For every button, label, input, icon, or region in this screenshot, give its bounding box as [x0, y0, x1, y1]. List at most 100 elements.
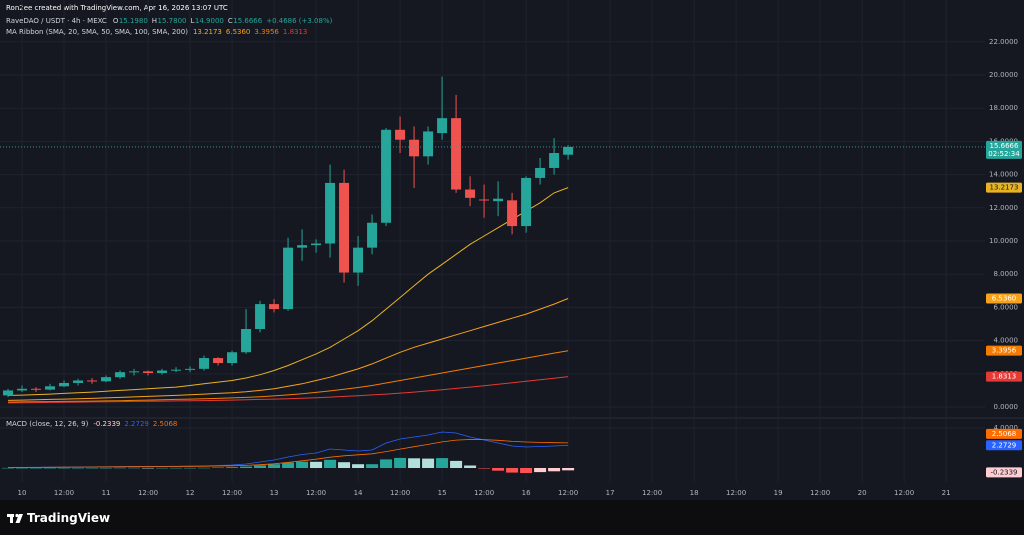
- histogram-bar: [254, 465, 267, 468]
- x-tick-label: 12:00: [54, 489, 74, 497]
- candle-body: [395, 129, 406, 140]
- histogram-bar: [240, 466, 253, 468]
- ma-line: [7, 187, 569, 396]
- histogram-bar: [72, 467, 85, 469]
- ma-title: MA Ribbon (SMA, 20, SMA, 50, SMA, 100, S…: [6, 28, 188, 36]
- candle-body: [423, 131, 434, 157]
- histogram-bar: [562, 468, 575, 471]
- macd-tag: 2.2729: [992, 441, 1017, 449]
- histogram-bar: [156, 467, 169, 469]
- candle-body: [381, 129, 392, 223]
- y-tick-label: 6.0000: [994, 303, 1019, 311]
- candle-body: [311, 243, 322, 246]
- x-tick-label: 12:00: [642, 489, 662, 497]
- ohlc-value: 15.7800: [158, 17, 187, 25]
- x-tick-label: 12:00: [726, 489, 746, 497]
- ma-price-tag: 3.3956: [992, 347, 1017, 355]
- histogram-bar: [422, 458, 435, 468]
- ohlc-label: L: [191, 17, 195, 25]
- ma-price-tag-box: [986, 293, 1022, 304]
- x-tick-label: 12:00: [558, 489, 578, 497]
- candle-body: [45, 386, 56, 390]
- candle-body: [255, 304, 266, 330]
- ohlc-value: 15.1980: [119, 17, 148, 25]
- histogram-bar: [16, 467, 29, 469]
- histogram-bar: [408, 458, 421, 468]
- x-tick-label: 10: [18, 489, 27, 497]
- candle-body: [297, 245, 308, 248]
- logo-part: [10, 514, 13, 523]
- ma-price-tag-box: [986, 182, 1022, 193]
- candle-body: [143, 371, 154, 374]
- histogram-bar: [436, 458, 449, 468]
- ohlc-value: 14.9000: [195, 17, 224, 25]
- x-tick-label: 12:00: [810, 489, 830, 497]
- ma-line: [7, 298, 569, 401]
- histogram-bar: [170, 467, 183, 469]
- candle-body: [213, 358, 224, 364]
- candle-body: [479, 199, 490, 201]
- ma-price-tag: 13.2173: [990, 184, 1019, 192]
- candle-body: [339, 182, 350, 273]
- credit: Ron2ee created with TradingView.com, Apr…: [6, 4, 228, 12]
- candle-body: [87, 380, 98, 382]
- candle-body: [437, 118, 448, 134]
- candle-body: [199, 358, 210, 369]
- histogram-bar: [310, 461, 323, 468]
- candle-body: [3, 390, 14, 396]
- x-tick-label: 15: [438, 489, 447, 497]
- ohlc-label: H: [152, 17, 157, 25]
- candle-body: [521, 177, 532, 227]
- x-tick-label: 18: [690, 489, 699, 497]
- signal-tag-box: [986, 428, 1022, 439]
- candle-body: [171, 369, 182, 371]
- ma-value: 13.2173: [193, 28, 222, 36]
- y-tick-label: 0.0000: [994, 403, 1019, 411]
- candle-body: [185, 368, 196, 370]
- candle-body: [353, 247, 364, 273]
- x-tick-label: 12:00: [222, 489, 242, 497]
- histogram-bar: [352, 464, 365, 468]
- histogram-bar: [2, 467, 15, 469]
- ma-value: 3.3956: [254, 28, 279, 36]
- y-tick-label: 12.0000: [989, 204, 1018, 212]
- logo-part: [15, 514, 23, 523]
- logo-part: [15, 513, 19, 518]
- histogram-bar: [128, 467, 141, 469]
- background: [0, 0, 1024, 500]
- histogram-bar: [44, 467, 57, 469]
- candle-body: [409, 139, 420, 157]
- symbol-title: RaveDAO / USDT · 4h · MEXC: [6, 17, 107, 25]
- histogram-bar: [548, 468, 561, 472]
- x-tick-label: 14: [354, 489, 363, 497]
- x-tick-label: 12:00: [138, 489, 158, 497]
- candle-body: [535, 167, 546, 178]
- candle-body: [507, 200, 518, 227]
- y-tick-label: 18.0000: [989, 104, 1018, 112]
- footer-bar: [0, 500, 1024, 535]
- x-tick-label: 12: [186, 489, 195, 497]
- ma-price-tag: 6.5360: [992, 295, 1017, 303]
- x-tick-label: 19: [774, 489, 783, 497]
- price-tag-box: [986, 140, 1022, 159]
- ohlc-label: O: [113, 17, 119, 25]
- histogram-tag-box: [986, 467, 1022, 478]
- y-tick-label: 20.0000: [989, 71, 1018, 79]
- candle-body: [283, 247, 294, 310]
- logo: [7, 513, 23, 523]
- ohlc-value: 15.6666: [233, 17, 262, 25]
- candle-body: [549, 153, 560, 168]
- histogram-bar: [394, 457, 407, 468]
- histogram-bar: [366, 464, 379, 468]
- ohlc-label: C: [228, 17, 233, 25]
- y-tick-label: 4.0000: [994, 424, 1019, 432]
- macd-title: MACD (close, 12, 26, 9): [6, 420, 89, 428]
- macd-tag-box: [986, 440, 1022, 451]
- candle-body: [59, 382, 70, 387]
- x-tick-label: 12:00: [390, 489, 410, 497]
- price-tag: 15.6666: [990, 142, 1019, 150]
- histogram-bar: [296, 461, 309, 468]
- countdown: 02:52:34: [988, 150, 1020, 158]
- x-tick-label: 11: [102, 489, 111, 497]
